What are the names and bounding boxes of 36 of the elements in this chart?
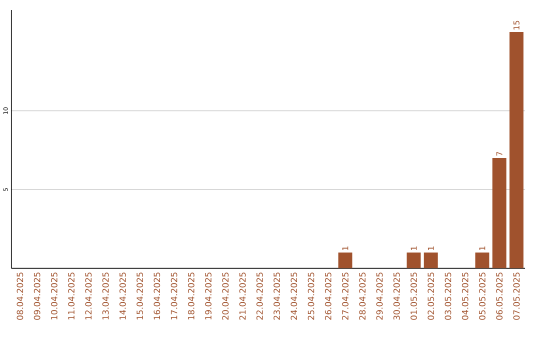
- x-tick-label: 30.04.2025: [393, 272, 400, 320]
- x-tick-label: 14.04.2025: [119, 272, 126, 320]
- x-tick-label: 22.04.2025: [256, 272, 263, 320]
- bar: [509, 32, 524, 268]
- x-tick-label: 15.04.2025: [136, 272, 144, 320]
- x-tick-label: 28.04.2025: [359, 272, 366, 320]
- x-tick-label: 03.05.2025: [444, 272, 452, 320]
- x-tick-label: 10.04.2025: [50, 272, 58, 320]
- bar: [475, 252, 490, 268]
- x-tick-label: 05.05.2025: [479, 272, 486, 320]
- bar: [492, 158, 506, 268]
- x-tick-label: 12.04.2025: [85, 272, 92, 320]
- x-tick-label: 27.04.2025: [342, 272, 348, 320]
- bar: [338, 252, 352, 268]
- bar: [406, 252, 421, 268]
- x-tick-label: 02.05.2025: [428, 272, 434, 320]
- x-tick-label: 11.04.2025: [68, 272, 75, 320]
- x-tick-label: 25.04.2025: [308, 272, 314, 320]
- x-tick-label: 26.04.2025: [324, 272, 332, 320]
- x-tick-label: 09.04.2025: [34, 272, 40, 320]
- x-tick-label: 20.04.2025: [222, 272, 229, 320]
- x-tick-label: 19.04.2025: [205, 272, 212, 320]
- x-tick-label: 21.04.2025: [239, 272, 246, 320]
- x-tick-label: 04.05.2025: [462, 272, 468, 320]
- x-tick-label: 13.04.2025: [102, 272, 109, 320]
- x-tick-label: 23.04.2025: [274, 272, 280, 320]
- x-tick-label: 18.04.2025: [188, 272, 194, 320]
- x-tick-label: 24.04.2025: [290, 272, 298, 320]
- x-tick-label: 29.04.2025: [376, 272, 383, 320]
- x-tick-label: 08.04.2025: [16, 272, 24, 320]
- x-tick-label: 07.05.2025: [513, 272, 520, 320]
- x-tick-label: 01.05.2025: [410, 272, 417, 320]
- x-tick-label: 17.04.2025: [170, 272, 178, 320]
- x-tick-label: 16.04.2025: [154, 272, 160, 320]
- x-tick-label: 06.05.2025: [496, 272, 503, 320]
- bar: [424, 252, 438, 268]
